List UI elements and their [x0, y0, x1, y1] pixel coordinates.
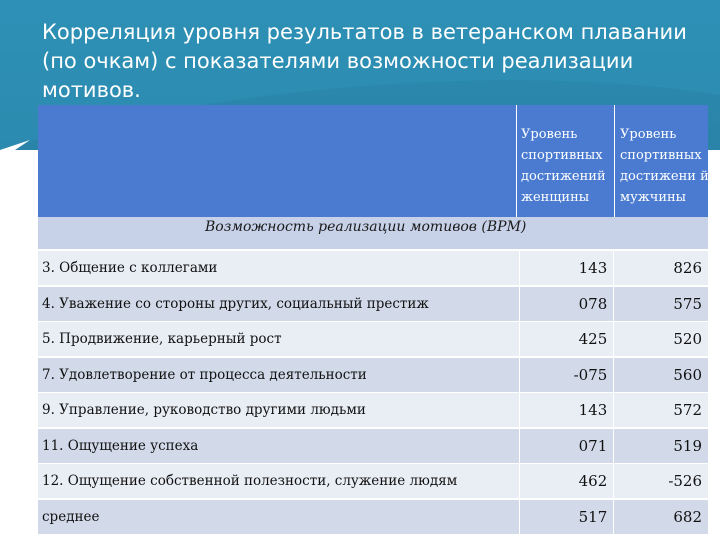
cell-divider	[613, 393, 615, 427]
cell-divider	[518, 357, 520, 392]
header-divider	[516, 105, 517, 217]
cell-women: 078	[578, 294, 608, 313]
cell-women: -075	[573, 365, 608, 384]
cell-men: 682	[673, 507, 703, 526]
cell-divider	[518, 286, 520, 321]
cell-men: 520	[673, 330, 703, 348]
row-label: 11. Ощущение успеха	[42, 437, 199, 454]
row-label: 5. Продвижение, карьерный рост	[42, 331, 282, 347]
cell-men: 826	[673, 259, 703, 277]
title-band-curve	[0, 0, 720, 160]
table-row: 11. Ощущение успеха 071 519	[38, 428, 708, 463]
row-label: 4. Уважение со стороны других, социальны…	[42, 295, 429, 312]
table-row: 7. Удовлетворение от процесса деятельнос…	[38, 357, 708, 392]
cell-divider	[613, 428, 615, 463]
cell-divider	[518, 428, 520, 463]
table-row: 12. Ощущение собственной полезности, слу…	[38, 464, 708, 498]
row-label: 12. Ощущение собственной полезности, слу…	[42, 473, 458, 489]
cell-divider	[613, 499, 615, 534]
cell-divider	[518, 464, 520, 498]
row-label: 9. Управление, руководство другими людьм…	[42, 402, 366, 418]
cell-divider	[613, 322, 615, 356]
cell-men: 519	[673, 436, 703, 455]
table-row: среднее 517 682	[38, 499, 708, 534]
cell-divider	[613, 357, 615, 392]
header-men: Уровень спортивных достижени й мужчины	[620, 127, 709, 205]
cell-divider	[613, 286, 615, 321]
cell-men: 575	[673, 294, 703, 313]
cell-divider	[518, 251, 520, 285]
cell-women: 462	[578, 472, 608, 490]
cell-divider	[518, 393, 520, 427]
row-label: 7. Удовлетворение от процесса деятельнос…	[42, 366, 367, 383]
table-subheader	[38, 217, 708, 249]
cell-women: 143	[578, 259, 608, 277]
cell-divider	[518, 499, 520, 534]
table-row: 3. Общение с коллегами 143 826	[38, 251, 708, 285]
slide-title: Корреляция уровня результатов в ветеранс…	[42, 20, 687, 102]
cell-men: -526	[668, 472, 703, 490]
cell-women: 517	[578, 507, 608, 526]
table-header	[38, 105, 708, 217]
cell-men: 572	[673, 401, 703, 419]
cell-divider	[518, 322, 520, 356]
cell-men: 560	[673, 365, 703, 384]
table-row: 5. Продвижение, карьерный рост 425 520	[38, 322, 708, 356]
cell-divider	[613, 251, 615, 285]
cell-women: 071	[578, 436, 608, 455]
row-label: 3. Общение с коллегами	[42, 260, 218, 276]
cell-women: 425	[578, 330, 608, 348]
row-label-header: Возможность реализации мотивов (ВРМ)	[205, 219, 527, 235]
row-label: среднее	[42, 508, 100, 525]
table-row: 9. Управление, руководство другими людьм…	[38, 393, 708, 427]
cell-divider	[613, 464, 615, 498]
header-women: Уровень спортивных достижений женщины	[521, 127, 606, 205]
table-row: 4. Уважение со стороны других, социальны…	[38, 286, 708, 321]
header-divider	[614, 105, 615, 217]
cell-women: 143	[578, 401, 608, 419]
